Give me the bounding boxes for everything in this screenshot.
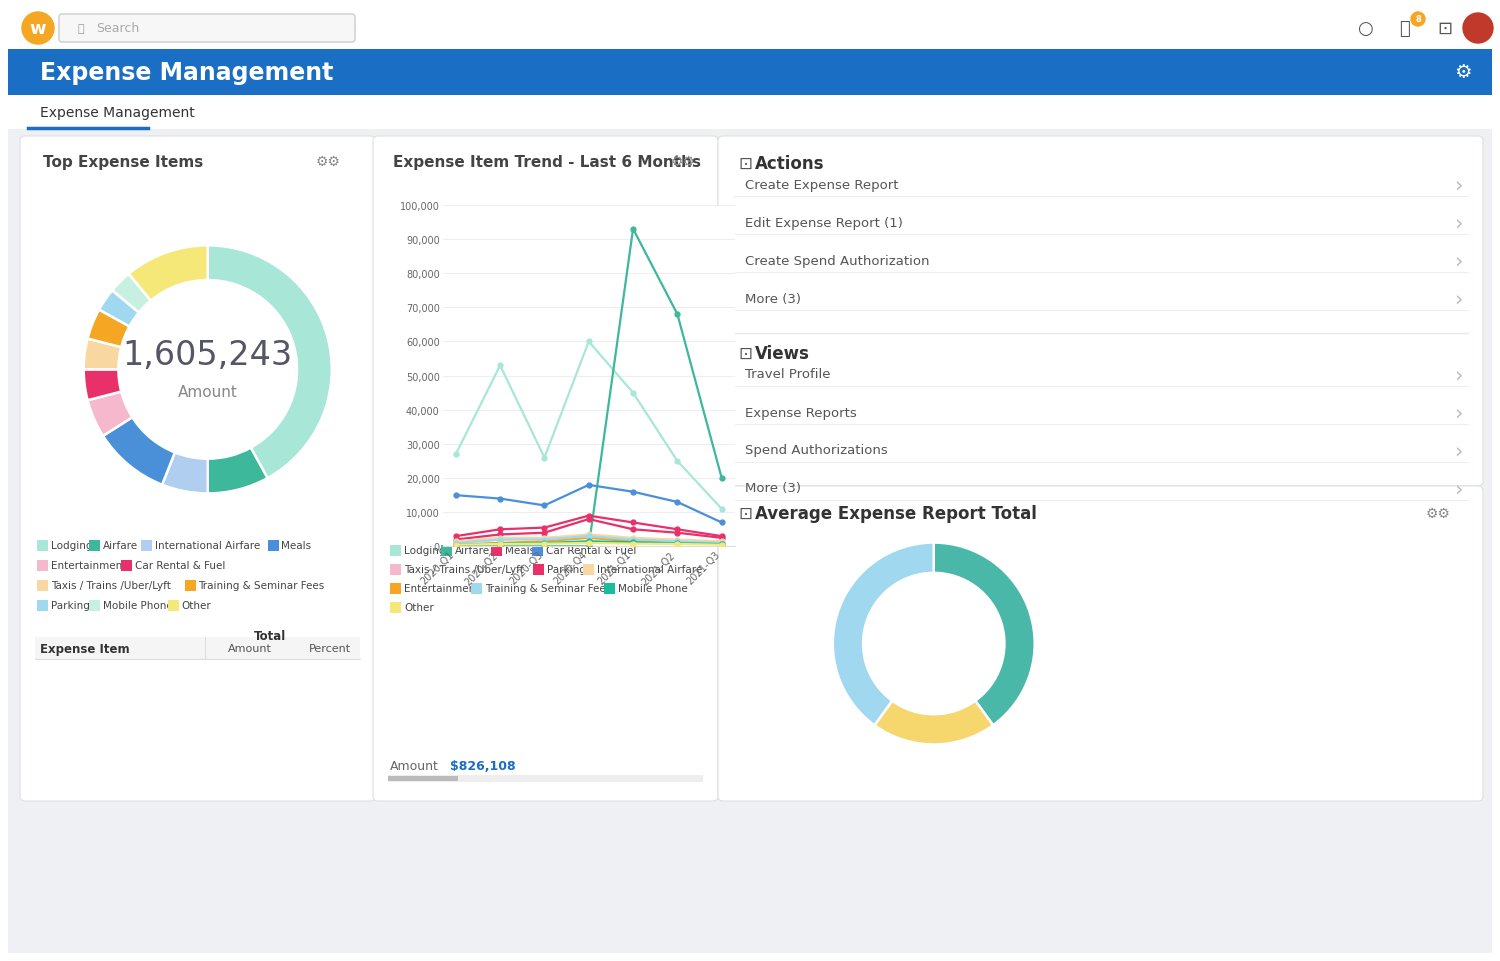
FancyBboxPatch shape (34, 637, 360, 659)
FancyBboxPatch shape (388, 776, 458, 781)
FancyBboxPatch shape (388, 776, 704, 782)
FancyBboxPatch shape (603, 583, 615, 595)
Text: Training & Seminar Fees: Training & Seminar Fees (198, 580, 324, 590)
Text: More (3): More (3) (746, 292, 801, 306)
Text: Expense Management: Expense Management (40, 106, 195, 120)
FancyBboxPatch shape (58, 15, 356, 43)
Wedge shape (84, 339, 122, 370)
Text: Mobile Phone: Mobile Phone (618, 583, 687, 593)
FancyBboxPatch shape (8, 96, 1492, 130)
FancyBboxPatch shape (38, 540, 48, 552)
Text: Lodging: Lodging (51, 540, 93, 551)
Wedge shape (84, 370, 122, 401)
FancyBboxPatch shape (532, 564, 543, 576)
FancyBboxPatch shape (20, 136, 375, 801)
Wedge shape (833, 543, 933, 726)
Text: ⊡: ⊡ (738, 505, 752, 523)
Text: More (3): More (3) (746, 482, 801, 495)
Text: Views: Views (754, 345, 810, 362)
Text: 1,605,243: 1,605,243 (123, 338, 292, 372)
Circle shape (22, 13, 54, 45)
FancyBboxPatch shape (267, 540, 279, 552)
FancyBboxPatch shape (718, 136, 1484, 486)
Text: w: w (30, 20, 46, 38)
Text: ›: › (1455, 212, 1462, 233)
FancyBboxPatch shape (471, 583, 483, 595)
Text: Expense Management: Expense Management (40, 61, 333, 85)
Text: International Airfare: International Airfare (597, 564, 702, 575)
Wedge shape (207, 246, 332, 479)
Text: ⊡: ⊡ (1437, 20, 1452, 38)
Text: Training & Seminar Fees: Training & Seminar Fees (486, 583, 612, 593)
FancyBboxPatch shape (88, 540, 101, 552)
Text: Airfare: Airfare (104, 540, 138, 551)
Wedge shape (87, 392, 132, 436)
Text: Parking: Parking (546, 564, 585, 575)
Text: Taxis / Trains /Uber/Lyft: Taxis / Trains /Uber/Lyft (404, 564, 524, 575)
Text: ⚙⚙: ⚙⚙ (670, 155, 696, 169)
Text: ›: › (1455, 175, 1462, 195)
Text: Total: Total (254, 629, 286, 643)
Text: Expense Item Trend - Last 6 Months: Expense Item Trend - Last 6 Months (393, 155, 700, 169)
Text: ›: › (1455, 479, 1462, 499)
Text: Amount: Amount (228, 643, 272, 653)
Text: ⚙⚙: ⚙⚙ (1425, 506, 1450, 521)
FancyBboxPatch shape (584, 564, 594, 576)
Text: ⊡: ⊡ (738, 155, 752, 173)
Wedge shape (874, 701, 993, 745)
Circle shape (1412, 13, 1425, 27)
Text: 🔔: 🔔 (1400, 20, 1410, 38)
FancyBboxPatch shape (8, 130, 1492, 953)
FancyBboxPatch shape (390, 564, 400, 576)
Text: Top Expense Items: Top Expense Items (44, 155, 204, 169)
FancyBboxPatch shape (390, 583, 400, 595)
Text: ›: › (1455, 440, 1462, 460)
Text: Expense Item: Expense Item (40, 642, 129, 654)
FancyBboxPatch shape (88, 601, 101, 611)
Wedge shape (99, 291, 140, 327)
Text: ›: › (1455, 251, 1462, 271)
Text: Edit Expense Report (1): Edit Expense Report (1) (746, 216, 903, 230)
FancyBboxPatch shape (141, 540, 152, 552)
FancyBboxPatch shape (390, 546, 400, 556)
Text: Amount: Amount (390, 760, 439, 773)
Text: International Airfare: International Airfare (154, 540, 261, 551)
Wedge shape (112, 275, 152, 313)
FancyBboxPatch shape (390, 603, 400, 613)
FancyBboxPatch shape (8, 8, 1492, 50)
FancyBboxPatch shape (8, 50, 1492, 96)
Wedge shape (162, 453, 207, 494)
Text: ⊡: ⊡ (738, 345, 752, 362)
Text: ›: › (1455, 288, 1462, 308)
Text: Search: Search (96, 22, 140, 36)
Text: Taxis / Trains /Uber/Lyft: Taxis / Trains /Uber/Lyft (51, 580, 171, 590)
Text: Percent: Percent (309, 643, 351, 653)
FancyBboxPatch shape (718, 486, 1484, 801)
Text: Average Expense Report Total: Average Expense Report Total (754, 505, 1036, 523)
FancyBboxPatch shape (122, 560, 132, 572)
Text: Spend Authorizations: Spend Authorizations (746, 444, 888, 457)
FancyBboxPatch shape (492, 546, 502, 556)
FancyBboxPatch shape (38, 601, 48, 611)
Text: 8: 8 (1414, 15, 1420, 24)
Text: Create Expense Report: Create Expense Report (746, 179, 898, 191)
Wedge shape (129, 246, 207, 301)
Text: Car Rental & Fuel: Car Rental & Fuel (546, 546, 636, 555)
Text: $826,108: $826,108 (450, 760, 516, 773)
Text: 🔍: 🔍 (78, 24, 84, 34)
Text: Parking: Parking (51, 601, 90, 610)
FancyBboxPatch shape (168, 601, 178, 611)
Text: Meals: Meals (506, 546, 536, 555)
Wedge shape (207, 448, 267, 494)
Text: Entertainment: Entertainment (51, 560, 126, 571)
Text: Other: Other (182, 601, 212, 610)
Text: Airfare: Airfare (454, 546, 490, 555)
Text: Mobile Phone: Mobile Phone (104, 601, 172, 610)
FancyBboxPatch shape (532, 546, 543, 556)
Wedge shape (933, 543, 1035, 726)
Wedge shape (104, 418, 176, 485)
Text: ○: ○ (1358, 20, 1372, 38)
Text: Lodging: Lodging (404, 546, 445, 555)
Text: Entertainment: Entertainment (404, 583, 480, 593)
